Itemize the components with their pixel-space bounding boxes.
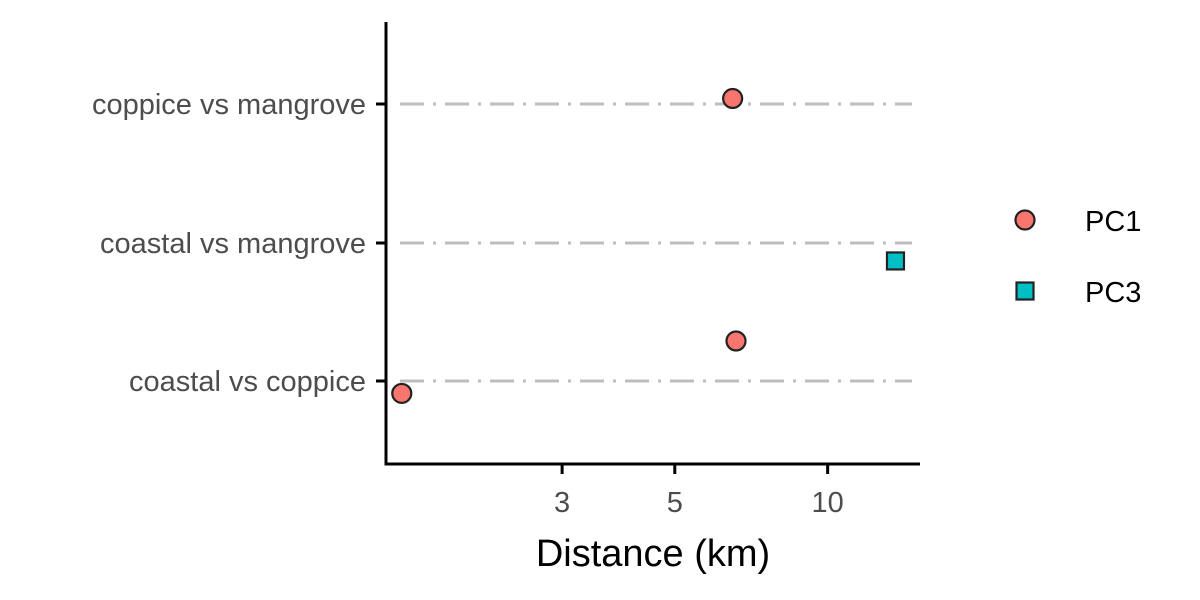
y-tick-label: coppice vs mangrove <box>92 89 366 121</box>
data-point-pc1 <box>722 87 744 110</box>
x-axis-title: Distance (km) <box>536 533 770 575</box>
legend-label-pc3: PC3 <box>1085 277 1141 309</box>
x-tick-label: 10 <box>812 487 844 519</box>
data-point-pc3 <box>885 251 906 271</box>
legend: PC1 PC3 <box>1014 206 1141 309</box>
data-points <box>391 87 906 405</box>
data-point-pc1 <box>725 330 747 352</box>
legend-label-pc1: PC1 <box>1085 206 1141 238</box>
legend-key-pc3 <box>1015 281 1035 301</box>
y-tick-label: coastal vs mangrove <box>100 228 366 260</box>
x-ticks: 3 5 10 <box>554 464 844 519</box>
legend-key-pc1 <box>1014 209 1036 231</box>
grid-lines <box>400 102 912 383</box>
x-tick-label: 5 <box>667 487 683 519</box>
data-point-pc1 <box>391 382 413 405</box>
y-tick-label: coastal vs coppice <box>129 366 366 398</box>
x-tick-label: 3 <box>554 487 570 519</box>
y-ticks: coastal vs coppice coastal vs mangrove cop… <box>92 89 386 398</box>
